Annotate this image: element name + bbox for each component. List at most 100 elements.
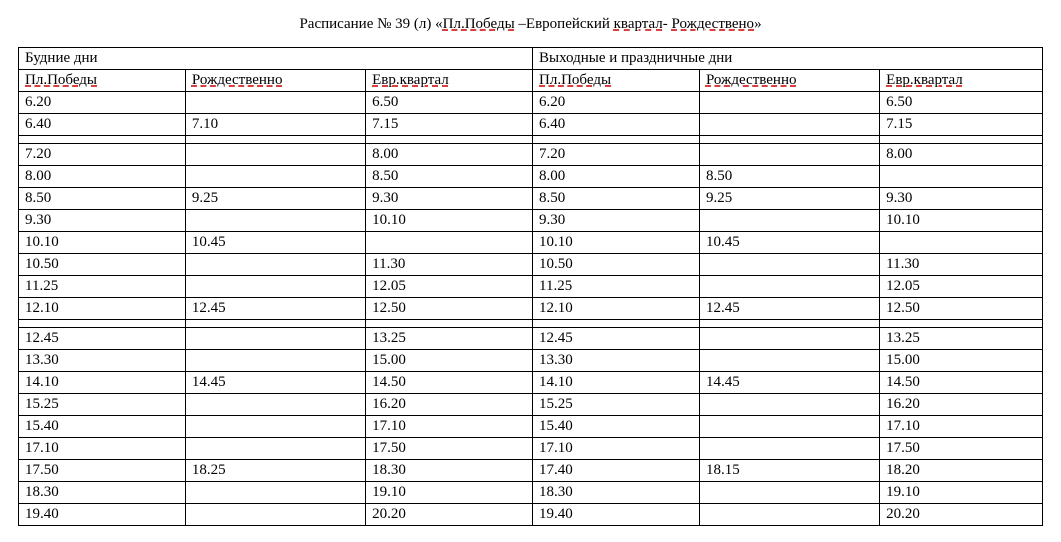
title-u3: Рождествено [672, 16, 755, 32]
time-cell [699, 276, 879, 298]
time-cell: 16.20 [880, 394, 1043, 416]
title-mid1: –Европейский [515, 16, 614, 32]
spacer-cell [533, 320, 700, 328]
time-cell [185, 210, 365, 232]
time-cell: 13.30 [19, 350, 186, 372]
col-header: Евр.квартал [366, 70, 533, 92]
time-cell [185, 350, 365, 372]
time-cell: 17.50 [19, 460, 186, 482]
title-mid2: - [663, 16, 672, 32]
time-cell: 6.20 [19, 92, 186, 114]
spacer-cell [19, 320, 186, 328]
time-cell: 15.00 [880, 350, 1043, 372]
time-cell: 19.40 [533, 504, 700, 526]
time-cell: 18.20 [880, 460, 1043, 482]
time-cell: 17.10 [19, 438, 186, 460]
spacer-cell [880, 320, 1043, 328]
time-cell: 11.25 [19, 276, 186, 298]
time-cell: 7.20 [19, 144, 186, 166]
table-row: 14.1014.4514.5014.1014.4514.50 [19, 372, 1043, 394]
time-cell: 9.25 [699, 188, 879, 210]
time-cell: 10.10 [533, 232, 700, 254]
time-cell: 13.25 [880, 328, 1043, 350]
time-cell [185, 504, 365, 526]
time-cell: 7.10 [185, 114, 365, 136]
time-cell [185, 438, 365, 460]
time-cell: 8.50 [699, 166, 879, 188]
time-cell: 19.10 [880, 482, 1043, 504]
time-cell: 19.40 [19, 504, 186, 526]
time-cell: 12.05 [366, 276, 533, 298]
time-cell [185, 328, 365, 350]
time-cell: 16.20 [366, 394, 533, 416]
time-cell: 12.45 [533, 328, 700, 350]
table-row: 17.5018.2518.3017.4018.1518.20 [19, 460, 1043, 482]
time-cell: 7.15 [880, 114, 1043, 136]
time-cell [185, 144, 365, 166]
time-cell [699, 350, 879, 372]
time-cell: 20.20 [880, 504, 1043, 526]
time-cell: 12.50 [366, 298, 533, 320]
table-row: 12.4513.2512.4513.25 [19, 328, 1043, 350]
time-cell [185, 166, 365, 188]
time-cell [880, 232, 1043, 254]
time-cell [185, 276, 365, 298]
time-cell: 12.10 [533, 298, 700, 320]
weekend-section: Выходные и праздничные дни [533, 48, 1043, 70]
table-row: 15.2516.2015.2516.20 [19, 394, 1043, 416]
time-cell: 12.45 [699, 298, 879, 320]
spacer-row [19, 136, 1043, 144]
time-cell [699, 328, 879, 350]
time-cell: 13.25 [366, 328, 533, 350]
time-cell: 12.05 [880, 276, 1043, 298]
time-cell: 9.30 [533, 210, 700, 232]
col-header: Пл.Победы [19, 70, 186, 92]
time-cell [699, 210, 879, 232]
table-row: 8.008.508.008.50 [19, 166, 1043, 188]
time-cell: 18.15 [699, 460, 879, 482]
time-cell: 8.50 [19, 188, 186, 210]
time-cell: 15.25 [19, 394, 186, 416]
time-cell [185, 254, 365, 276]
time-cell: 18.30 [533, 482, 700, 504]
time-cell [185, 482, 365, 504]
table-row: 19.4020.2019.4020.20 [19, 504, 1043, 526]
time-cell [699, 394, 879, 416]
spacer-cell [699, 320, 879, 328]
title-suffix: » [754, 16, 762, 32]
table-row: 18.3019.1018.3019.10 [19, 482, 1043, 504]
time-cell [699, 254, 879, 276]
time-cell [699, 482, 879, 504]
time-cell: 6.50 [366, 92, 533, 114]
spacer-row [19, 320, 1043, 328]
time-cell: 6.40 [19, 114, 186, 136]
time-cell: 10.10 [880, 210, 1043, 232]
time-cell: 9.30 [880, 188, 1043, 210]
time-cell [185, 416, 365, 438]
time-cell: 10.45 [699, 232, 879, 254]
time-cell: 14.10 [19, 372, 186, 394]
title-prefix: Расписание № 39 (л) « [299, 16, 442, 32]
table-row: 10.5011.3010.5011.30 [19, 254, 1043, 276]
time-cell: 11.30 [366, 254, 533, 276]
table-row: 6.206.506.206.50 [19, 92, 1043, 114]
spacer-cell [19, 136, 186, 144]
time-cell [699, 144, 879, 166]
section-header-row: Будние дни Выходные и праздничные дни [19, 48, 1043, 70]
weekday-section: Будние дни [19, 48, 533, 70]
time-cell: 17.50 [880, 438, 1043, 460]
table-row: 13.3015.0013.3015.00 [19, 350, 1043, 372]
time-cell: 6.20 [533, 92, 700, 114]
time-cell: 11.25 [533, 276, 700, 298]
time-cell: 15.40 [19, 416, 186, 438]
spacer-cell [366, 136, 533, 144]
time-cell [699, 92, 879, 114]
time-cell: 6.40 [533, 114, 700, 136]
time-cell: 7.20 [533, 144, 700, 166]
col-header: Пл.Победы [533, 70, 700, 92]
table-row: 11.2512.0511.2512.05 [19, 276, 1043, 298]
time-cell: 17.10 [880, 416, 1043, 438]
time-cell: 20.20 [366, 504, 533, 526]
time-cell: 14.45 [699, 372, 879, 394]
time-cell [185, 92, 365, 114]
